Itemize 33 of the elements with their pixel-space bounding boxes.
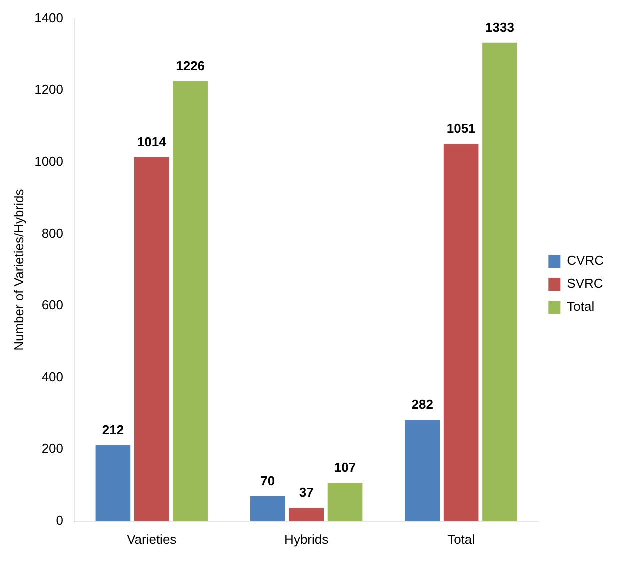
y-tick-label: 1000: [34, 154, 64, 169]
y-tick-label: 800: [42, 226, 64, 241]
y-tick-label: 1400: [34, 10, 64, 26]
bar: [289, 508, 324, 522]
data-label: 212: [102, 422, 124, 438]
bar: [405, 420, 440, 522]
x-tick-label: Varieties: [127, 532, 178, 547]
data-label: 1051: [446, 121, 476, 136]
data-label: 107: [334, 460, 356, 476]
x-tick-label: Total: [448, 532, 476, 547]
legend-label: SVRC: [567, 276, 604, 292]
data-label: 1226: [176, 58, 206, 74]
bar: [444, 144, 479, 522]
y-tick-label: 200: [42, 441, 64, 456]
data-label: 282: [412, 397, 434, 412]
y-tick-label: 400: [42, 369, 64, 384]
bar: [328, 482, 363, 522]
y-tick-label: 1200: [34, 82, 64, 98]
y-tick-label: 0: [56, 512, 64, 528]
bar: [96, 445, 131, 522]
bar: [250, 496, 286, 522]
legend-label: Total: [567, 299, 595, 314]
x-tick-label: Hybrids: [284, 532, 330, 547]
y-axis-title: Number of Varieties/Hybrids: [11, 188, 26, 351]
data-label: 37: [299, 485, 314, 500]
bar: [134, 157, 170, 522]
data-label: 70: [260, 473, 276, 488]
legend-label: CVRC: [567, 253, 604, 268]
bar: [482, 42, 518, 522]
data-label: 1014: [137, 134, 168, 150]
bar: [173, 81, 208, 522]
data-label: 1333: [486, 20, 514, 35]
y-tick-label: 600: [42, 298, 64, 313]
